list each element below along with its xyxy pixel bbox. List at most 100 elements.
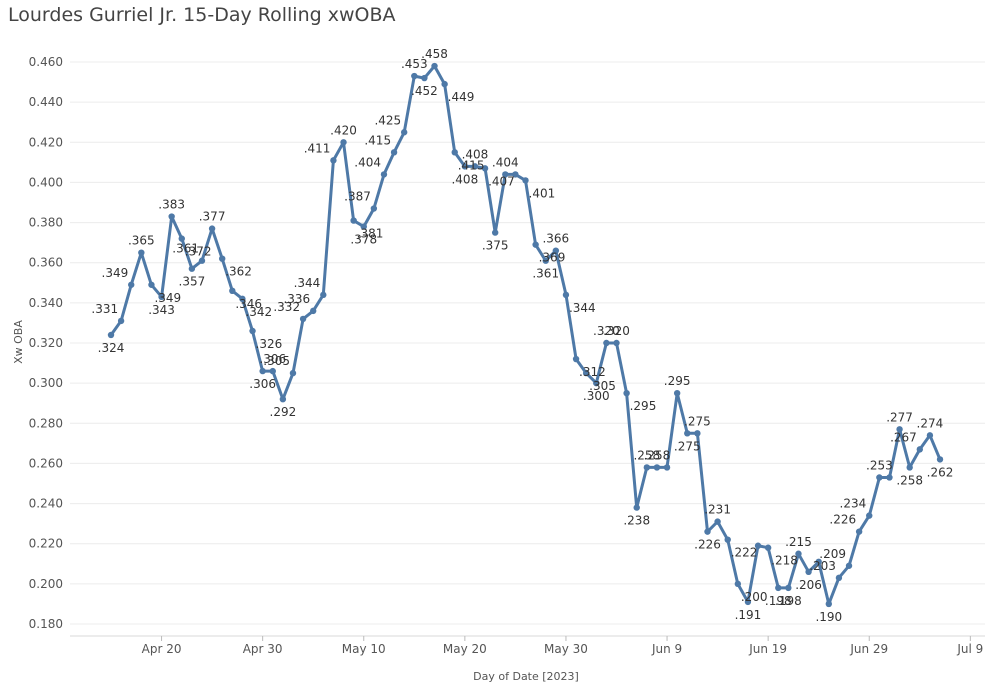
data-point: [491, 229, 499, 236]
data-label: .226: [829, 513, 856, 527]
data-label: .361: [532, 267, 559, 281]
data-label: .366: [542, 232, 569, 246]
data-label: .344: [569, 301, 596, 315]
data-label: .408: [451, 172, 478, 186]
data-label: .306: [259, 352, 286, 366]
data-label: .305: [263, 354, 290, 368]
data-label: .295: [630, 399, 657, 413]
data-point: [704, 528, 711, 535]
data-label: .336: [283, 292, 310, 306]
data-label: .198: [775, 594, 802, 608]
data-label: .206: [795, 578, 822, 592]
data-label: .342: [245, 305, 272, 319]
data-label: .381: [357, 227, 384, 241]
data-point: [582, 369, 590, 377]
data-point: [603, 339, 610, 347]
data-label: .407: [488, 174, 515, 188]
data-label: .300: [583, 389, 610, 403]
data-point: [866, 512, 873, 519]
data-label: .262: [927, 465, 954, 479]
data-label: .238: [623, 514, 650, 528]
data-point: [208, 225, 216, 232]
data-label: .226: [694, 538, 721, 552]
y-tick-label: 0.260: [29, 456, 63, 470]
y-tick-label: 0.400: [29, 175, 63, 189]
y-tick-label: 0.420: [29, 135, 63, 149]
data-point: [896, 426, 903, 433]
data-point: [158, 293, 165, 301]
data-point: [916, 446, 923, 453]
data-label: .305: [589, 379, 616, 393]
data-label: .332: [273, 300, 300, 314]
data-label: .258: [896, 473, 923, 487]
data-point: [886, 474, 893, 481]
data-label: .326: [256, 337, 283, 351]
series-line-group: [109, 64, 942, 606]
data-point: [229, 287, 236, 295]
y-axis-ticks: 0.460 0.440 0.420 0.400 0.380 0.360 0.340 0.320…: [29, 55, 63, 631]
data-point: [522, 177, 529, 184]
data-point: [107, 331, 115, 339]
data-label: .453: [401, 57, 428, 71]
y-tick-label: 0.380: [29, 216, 63, 230]
y-tick-label: 0.340: [29, 296, 63, 310]
data-label: .306: [249, 377, 276, 391]
y-axis-title: Xw OBA: [12, 320, 25, 364]
data-point: [310, 307, 317, 315]
data-label: .200: [741, 590, 768, 604]
data-label: .411: [304, 141, 331, 155]
x-tick-label: Jun 29: [849, 642, 888, 656]
data-point: [400, 129, 408, 136]
data-point: [390, 149, 398, 156]
data-point: [411, 72, 418, 80]
data-label: .452: [411, 84, 438, 98]
data-point: [714, 518, 721, 525]
data-label: .372: [185, 245, 212, 259]
data-point: [330, 157, 337, 164]
data-point: [623, 389, 630, 397]
data-label: .387: [344, 190, 371, 204]
data-point: [421, 74, 428, 82]
x-tick-label: Apr 30: [243, 642, 283, 656]
data-point: [168, 213, 175, 220]
data-label: .458: [421, 47, 448, 61]
data-point: [289, 369, 297, 377]
data-label: .449: [448, 90, 475, 104]
data-label: .231: [704, 503, 731, 517]
y-tick-label: 0.360: [29, 256, 63, 270]
x-tick-label: Apr 20: [142, 642, 182, 656]
data-point: [219, 255, 226, 262]
data-point: [724, 536, 731, 543]
x-tick-label: May 10: [342, 642, 386, 656]
data-label: .408: [462, 147, 489, 161]
data-point: [613, 339, 620, 347]
y-tick-label: 0.200: [29, 577, 63, 591]
data-point: [855, 528, 863, 535]
data-point: [562, 291, 570, 299]
y-tick-label: 0.440: [29, 95, 63, 109]
data-label: .258: [633, 448, 660, 462]
data-point: [673, 389, 681, 397]
data-point: [845, 562, 853, 569]
data-point: [350, 217, 357, 224]
data-point: [532, 241, 539, 248]
data-point: [340, 139, 347, 146]
data-label: .365: [128, 234, 155, 248]
data-label: .343: [148, 303, 175, 317]
data-labels: .324.331.349.365.349.343.383.372.357.361…: [91, 47, 953, 624]
data-point: [835, 574, 843, 582]
data-point: [178, 235, 185, 242]
data-label: .275: [684, 414, 711, 428]
y-tick-label: 0.180: [29, 617, 63, 631]
data-label: .274: [917, 416, 944, 430]
data-label: .203: [809, 559, 836, 573]
data-label: .267: [890, 430, 917, 444]
chart-title: Lourdes Gurriel Jr. 15-Day Rolling xwOBA: [8, 4, 396, 26]
data-label: .378: [350, 233, 377, 247]
data-label: .357: [179, 275, 206, 289]
data-label: .215: [785, 535, 812, 549]
data-label: .346: [235, 297, 262, 311]
data-point: [279, 396, 287, 403]
data-points: [107, 62, 944, 608]
data-label: .198: [765, 594, 792, 608]
